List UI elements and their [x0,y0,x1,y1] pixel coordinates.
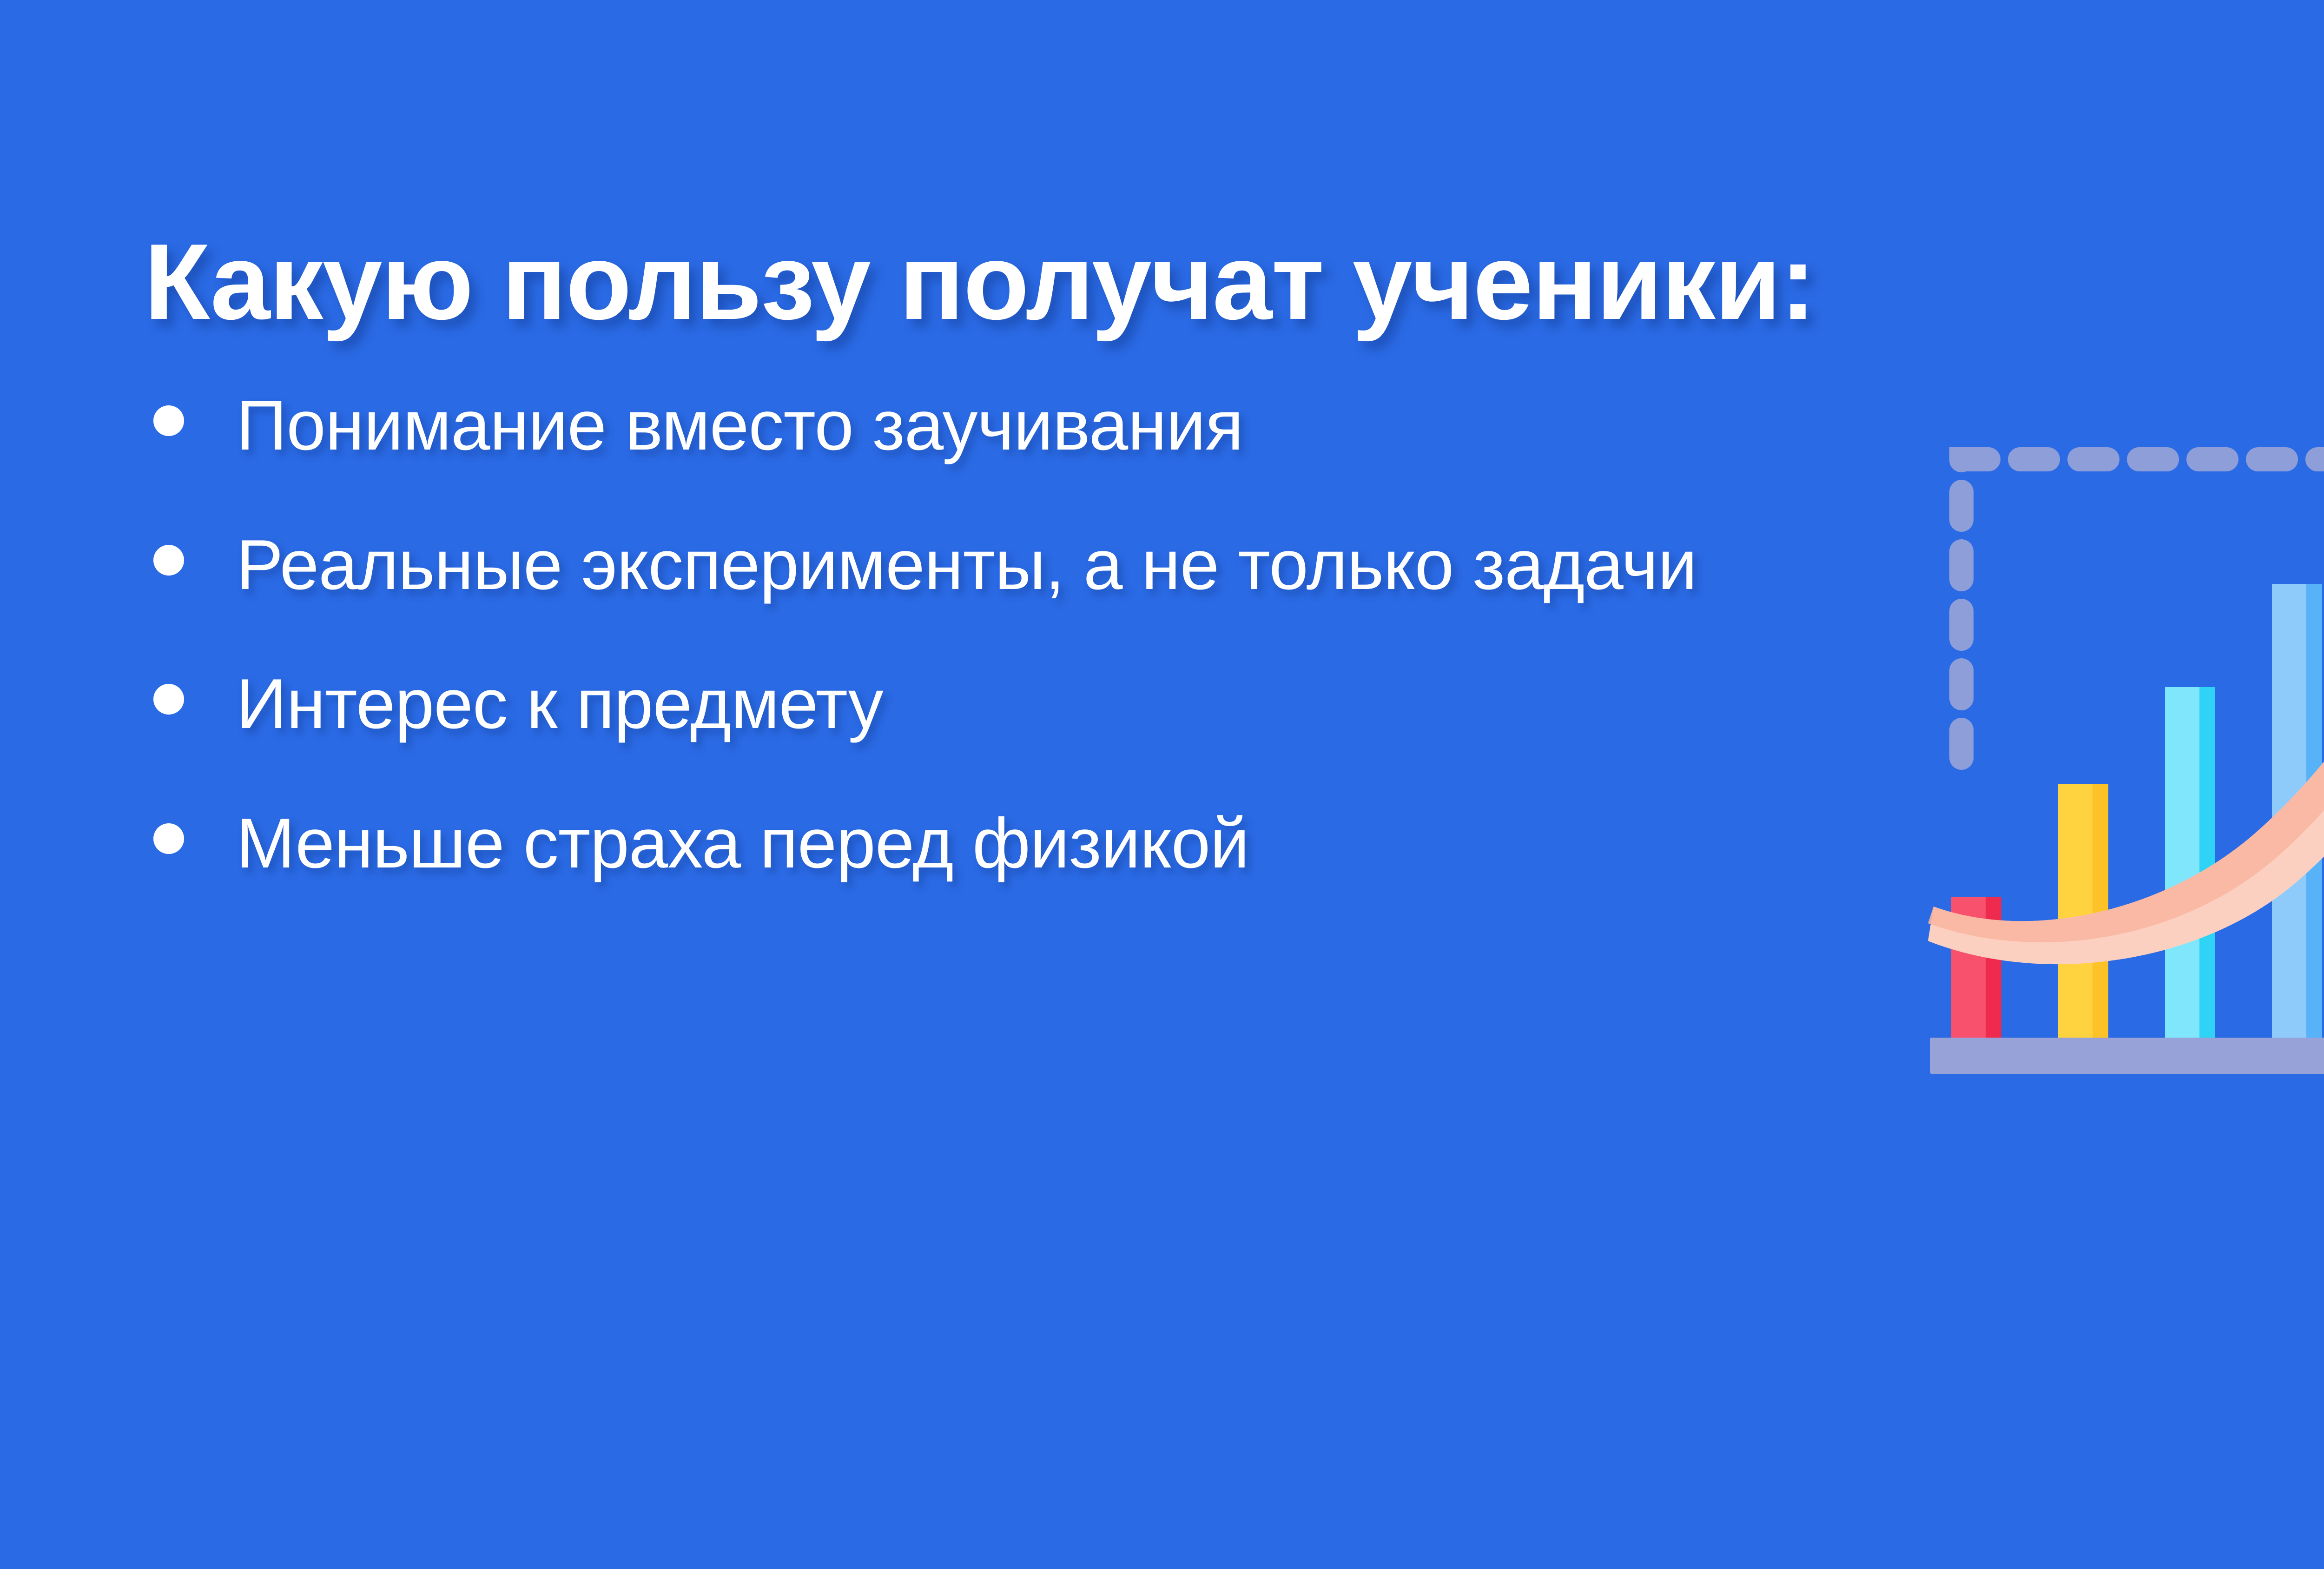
list-item: Интерес к предмету [153,660,1780,749]
bullet-point-icon [153,405,184,436]
bar-2 [2058,784,2108,1042]
list-item-label: Интерес к предмету [236,664,884,744]
list-item: Понимание вместо заучивания [153,381,1780,470]
list-item-label: Понимание вместо заучивания [236,386,1243,465]
bullet-point-icon [153,544,184,576]
growth-chart-illustration [1924,432,2324,1083]
dashed-axis-frame [1949,447,2324,770]
list-item-label: Реальные эксперименты, а не только задач… [236,525,1697,604]
bullet-point-icon [153,823,184,854]
list-item: Меньше страха перед физикой [153,799,1780,888]
list-item: Реальные эксперименты, а не только задач… [153,521,1780,610]
benefits-list: Понимание вместо заучивания Реальные экс… [153,381,1780,938]
bar-3 [2165,687,2215,1042]
bullet-point-icon [153,684,184,715]
page-title: Какую пользу получат ученики: [144,222,1816,343]
growth-arrow-icon [1928,761,2324,964]
list-item-label: Меньше страха перед физикой [236,803,1249,883]
chart-platform [1930,1038,2324,1074]
